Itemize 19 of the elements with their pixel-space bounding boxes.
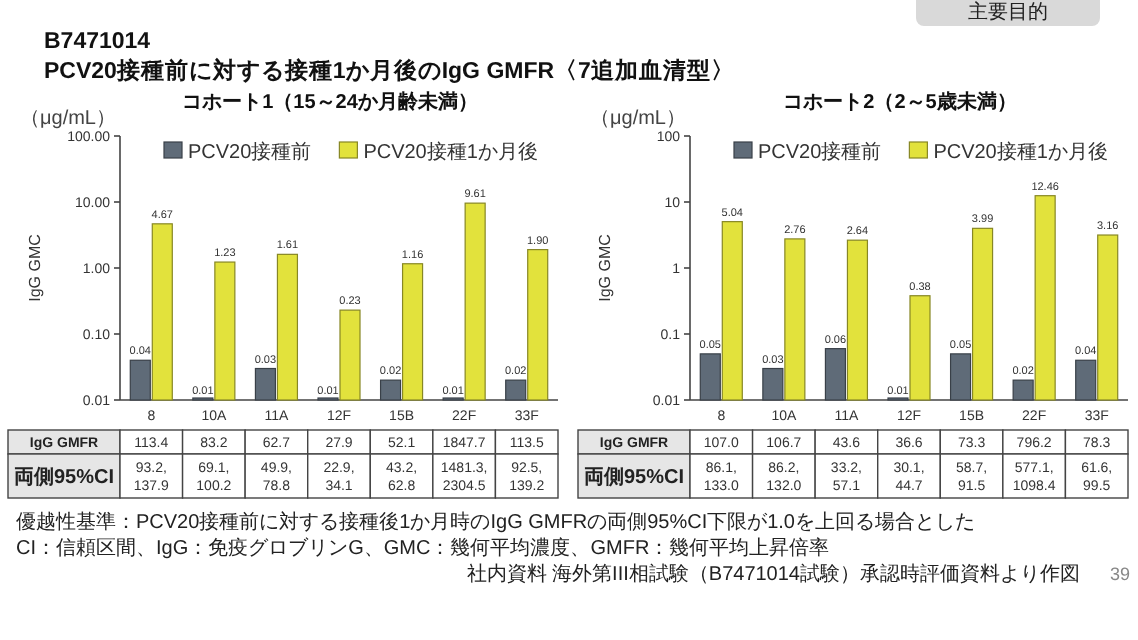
text: 優越性基準：PCV20接種前に対する接種後1か月時のIgG GMFRの両側95%CI下限が1.0を上回る場合とした: [16, 510, 975, 534]
y-axis-title: IgG GMC: [596, 233, 614, 302]
legend-label: PCV20接種前: [758, 140, 882, 164]
chart-title: コホート2（2～5歳未満）: [783, 90, 1017, 114]
legend-label: PCV20接種前: [188, 140, 312, 164]
text: 社内資料 海外第III相試験（B7471014試験）承認時評価資料より作図: [466, 562, 1080, 586]
text: PCV20接種前に対する接種1か月後のIgG GMFR〈7追加血清型〉: [44, 56, 735, 84]
chart-title: コホート1（15～24か月齢未満）: [182, 90, 478, 114]
text: 主要目的: [968, 0, 1048, 24]
legend-label: PCV20接種1か月後: [363, 140, 538, 164]
text: 両側95%CI: [583, 465, 685, 489]
legend-label: PCV20接種1か月後: [933, 140, 1108, 164]
text: CI：信頼区間、IgG：免疫グロブリンG、GMC：幾何平均濃度、GMFR：幾何平均上昇倍率: [16, 536, 830, 560]
text: （μg/mL）: [20, 108, 116, 130]
text: B7471014: [44, 30, 152, 54]
text: 両側95%CI: [13, 465, 115, 489]
text: 39: [1109, 564, 1130, 584]
y-axis-title: IgG GMC: [26, 233, 44, 302]
text: （μg/mL）: [590, 108, 686, 130]
